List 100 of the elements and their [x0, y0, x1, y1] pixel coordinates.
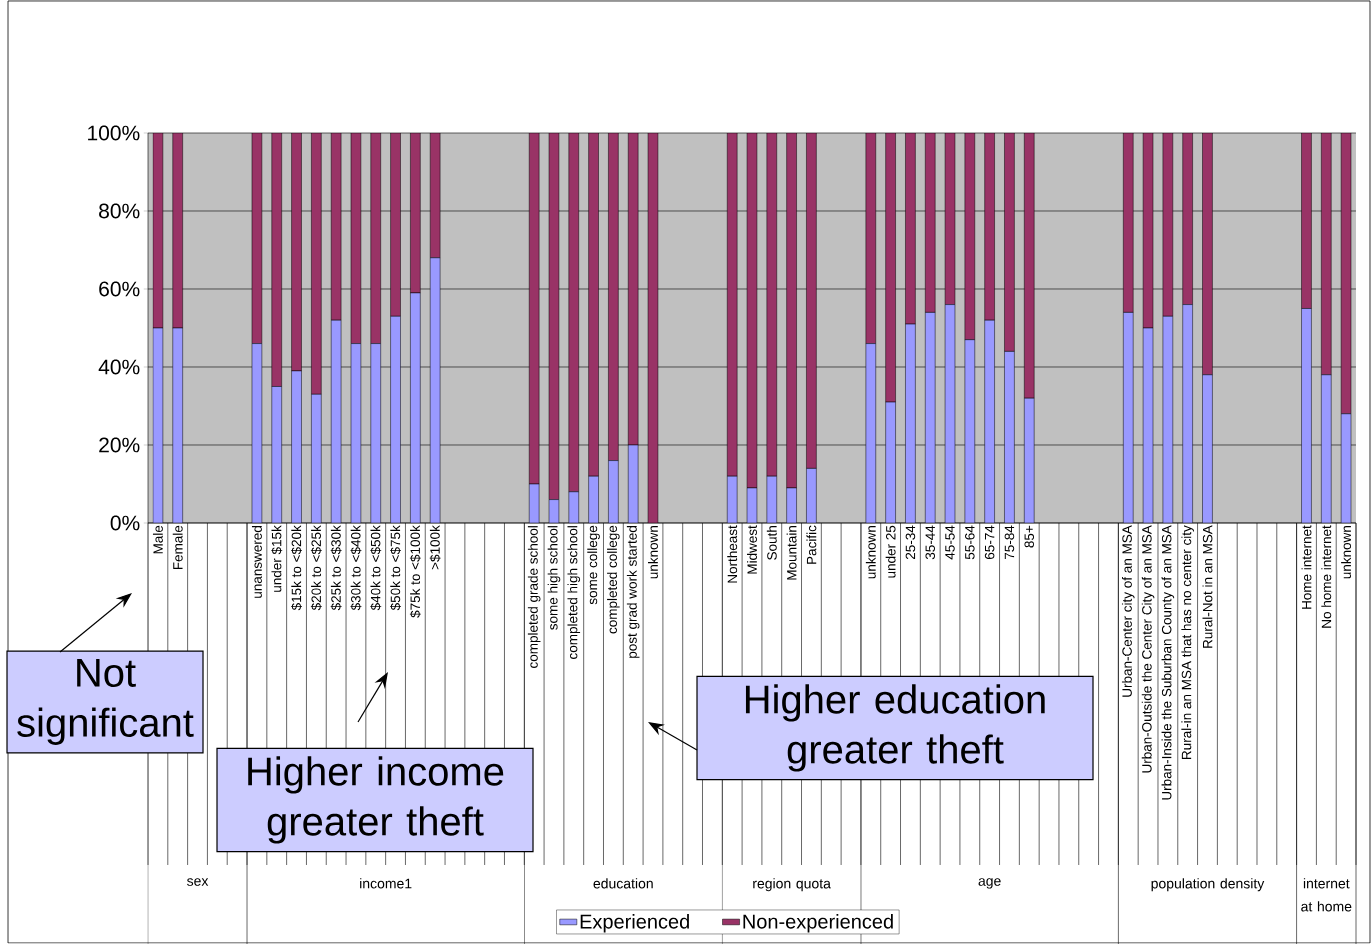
text: Higher education greater theft [745, 684, 1045, 772]
x-tick-label: under $15k [271, 525, 283, 592]
y-tick-label: 80% [99, 203, 140, 219]
x-tick-label: 25-34 [905, 525, 916, 560]
x-tick-label: 75-84 [1004, 525, 1015, 560]
text: Not significant [17, 659, 194, 745]
x-tick-label: $30k to <$40k [350, 525, 362, 611]
bar [410, 292, 421, 523]
x-tick-label: completed high school [567, 526, 581, 659]
bar [1004, 132, 1015, 352]
bar [905, 323, 916, 523]
bar [1024, 132, 1035, 399]
bar [1123, 132, 1134, 313]
y-tick-label: 20% [99, 437, 140, 453]
x-tick-label: Midwest [747, 525, 757, 574]
x-tick-label: Male [152, 525, 163, 554]
x-tick-label: 35-44 [925, 525, 935, 560]
text: age [978, 878, 1001, 889]
text: region quota [753, 878, 831, 892]
legend-label: Non-experienced [743, 913, 893, 933]
x-tick-label: Urban-Outside the Center City of an MSA [1141, 525, 1155, 773]
bar [1024, 397, 1035, 523]
x-tick-label: some high school [547, 526, 561, 630]
y-tick-label: 60% [99, 281, 140, 297]
y-tick-label: 0% [110, 515, 140, 531]
x-tick-label: $25k to <$30k [330, 525, 342, 611]
bar [370, 343, 381, 523]
bar [271, 132, 282, 387]
x-tick-label: unanswered [251, 526, 262, 598]
x-tick-label: 45-54 [945, 525, 955, 560]
text: education [593, 878, 653, 889]
x-tick-label: unknown [648, 526, 658, 579]
x-tick-label: under 25 [885, 525, 896, 578]
bar [291, 370, 302, 523]
x-tick-label: unknown [1341, 526, 1352, 579]
x-tick-label: Northeast [727, 525, 738, 583]
bar [311, 132, 322, 395]
bar [786, 132, 797, 489]
x-tick-label: Home internet [1301, 525, 1312, 609]
bar [1321, 374, 1332, 523]
bar [1301, 308, 1312, 523]
bar [568, 132, 579, 493]
x-tick-label: >$100k [429, 525, 441, 570]
x-tick-label: $50k to <$75k [390, 525, 402, 611]
bar [370, 132, 381, 344]
bar [766, 132, 777, 477]
x-tick-label: $20k to <$25k [310, 525, 322, 611]
bar [588, 132, 599, 477]
x-tick-label: $15k to <$20k [291, 525, 302, 611]
bar [410, 132, 421, 294]
bar [1321, 132, 1332, 376]
bar [1182, 132, 1193, 305]
bar [271, 386, 282, 523]
x-tick-label: Urban-Center city of an MSA [1121, 525, 1135, 697]
x-tick-label: South [766, 526, 777, 560]
text: internet at home [1301, 878, 1352, 912]
x-tick-label: No home internet [1321, 525, 1332, 628]
text: Higher income greater theft [248, 756, 504, 844]
bar [1004, 351, 1015, 523]
x-tick-label: post grad work started [626, 526, 640, 658]
x-tick-label: unknown [865, 526, 876, 579]
bar [806, 132, 817, 469]
x-tick-label: Rural-in an MSA that has no center city [1181, 525, 1194, 759]
bar [885, 132, 896, 403]
bar [984, 319, 995, 523]
bar [291, 132, 302, 372]
bar [1123, 312, 1134, 523]
y-tick-label: 40% [98, 359, 140, 375]
bar [1182, 304, 1193, 523]
bar [1301, 132, 1312, 309]
bar [1202, 374, 1213, 523]
bar [1202, 132, 1213, 376]
x-tick-label: Rural-Not in an MSA [1202, 525, 1213, 648]
x-tick-label: $40k to <$50k [370, 525, 382, 611]
bar [172, 132, 183, 329]
bar [390, 132, 401, 317]
x-tick-label: Mountain [786, 526, 797, 580]
x-tick-label: Pacific [806, 525, 817, 564]
x-tick-label: 55-64 [965, 525, 975, 560]
x-tick-label: 65-74 [984, 525, 995, 560]
text: income1 [360, 878, 412, 889]
x-tick-label: 85+ [1024, 525, 1035, 548]
legend-label: Experienced [580, 913, 689, 933]
x-tick-label: Urban-Inside the Suburban County of an MSA [1161, 525, 1175, 800]
bar [925, 132, 936, 313]
y-tick-label: 100% [88, 125, 140, 141]
bar [172, 327, 183, 523]
x-tick-label: $75k to <$100k [409, 525, 421, 618]
bar [925, 312, 936, 523]
x-tick-label: Female [172, 525, 183, 570]
bar [905, 132, 916, 325]
bar [311, 394, 322, 523]
x-tick-label: some college [587, 525, 600, 605]
text: population density [1151, 878, 1265, 892]
bar [390, 316, 401, 523]
x-tick-label: completed college [607, 525, 620, 634]
bar [608, 132, 619, 461]
bar [984, 132, 995, 321]
text: sex [187, 878, 209, 886]
x-tick-label: completed grade school [527, 526, 541, 668]
